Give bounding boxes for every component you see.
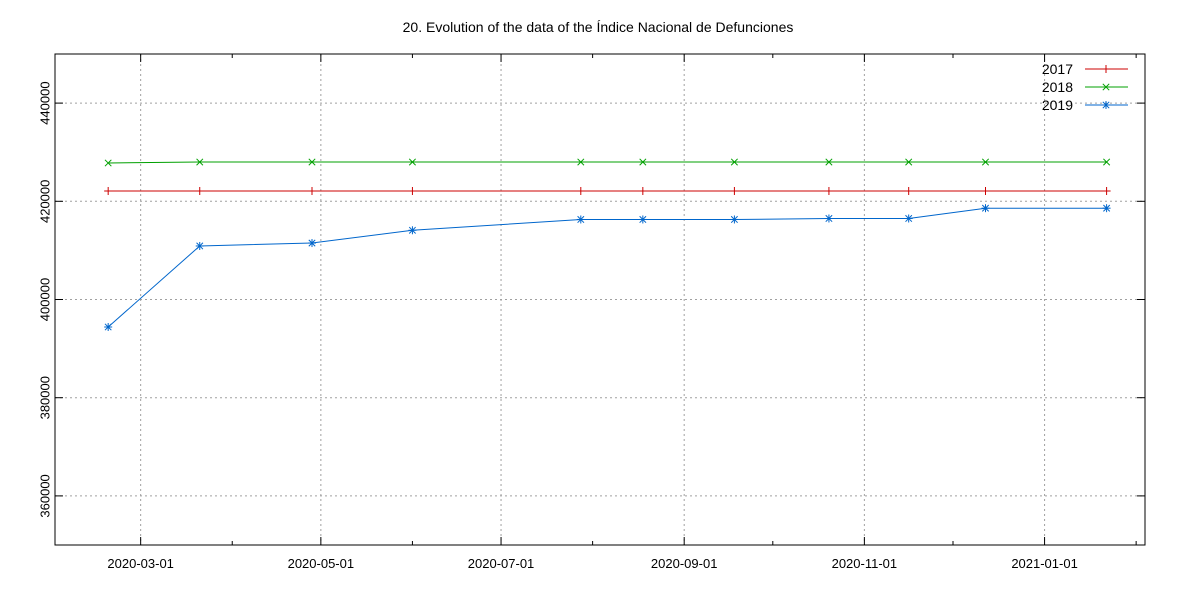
data-point [408,158,416,166]
data-point [981,204,990,213]
y-tick-label: 400000 [37,278,52,321]
data-point [824,214,833,223]
data-point [195,241,204,250]
series-2019 [104,204,1111,331]
data-point [904,214,913,223]
marker-stroke [1102,83,1110,91]
data-point [307,186,316,195]
marker-stroke [308,158,316,166]
marker-stroke [981,158,990,166]
data-point [1102,65,1110,73]
data-point [1102,204,1111,213]
data-point [904,186,913,195]
legend-label: 2018 [1042,79,1073,95]
data-point [196,158,204,166]
marker-stroke [104,323,112,331]
data-point [308,158,316,166]
y-tick-label: 440000 [37,81,52,124]
data-point [638,186,647,195]
data-point [1103,158,1111,166]
y-tick-label: 360000 [37,474,52,517]
x-tick-label: 2020-11-01 [832,556,898,571]
chart-title: 20. Evolution of the data of the Índice … [403,19,794,35]
marker-stroke [905,214,913,223]
grid [55,54,1145,545]
data-point [1102,83,1110,91]
legend: 2017 2018 2019 [1042,61,1128,113]
x-tick-label: 2020-03-01 [107,556,174,571]
marker-stroke [1102,101,1110,109]
series-2017 [104,186,1111,195]
data-point [638,215,647,224]
series [104,158,1111,331]
data-point [825,158,833,166]
data-point [195,186,204,195]
data-point [577,158,585,166]
x-tick-label: 2020-09-01 [651,556,718,571]
x-tick-label: 2020-05-01 [288,556,355,571]
marker-stroke [1103,158,1111,166]
data-point [408,226,417,235]
marker-stroke [408,226,416,234]
data-point [576,186,585,195]
axes: 360000 380000 400000 420000 440000 2020-03-01… [37,54,1145,571]
marker-stroke [1103,204,1111,212]
data-point [576,215,585,224]
data-point [1102,186,1111,195]
series-line [108,161,1107,164]
marker-stroke [408,158,416,166]
marker-stroke [308,239,316,247]
marker-stroke [730,158,738,166]
data-point [730,215,739,224]
data-point [639,158,647,166]
marker-stroke [730,215,738,224]
series-2018 [104,158,1111,167]
x-tick-label: 2021-01-01 [1011,556,1078,571]
marker-stroke [639,215,647,224]
marker-stroke [577,215,585,224]
data-point [905,158,913,166]
marker-stroke [905,158,913,166]
legend-label: 2019 [1042,97,1073,113]
data-point [981,186,990,195]
y-tick-label: 420000 [37,180,52,223]
data-point [824,186,833,195]
data-point [730,186,739,195]
y-tick-label: 380000 [37,376,52,419]
marker-stroke [196,242,204,250]
data-point [1102,101,1110,109]
data-point [104,159,112,167]
legend-label: 2017 [1042,61,1073,77]
data-point [408,186,417,195]
marker-stroke [639,158,647,166]
data-point [981,158,990,166]
data-point [307,239,316,248]
marker-stroke [577,158,585,166]
marker-stroke [981,204,990,212]
marker-stroke [825,158,833,166]
data-point [730,158,738,166]
marker-stroke [104,159,112,167]
data-point [104,186,113,195]
marker-stroke [196,158,204,166]
x-tick-label: 2020-07-01 [468,556,535,571]
data-point [104,322,113,331]
series-line [107,207,1107,328]
marker-stroke [825,214,833,223]
